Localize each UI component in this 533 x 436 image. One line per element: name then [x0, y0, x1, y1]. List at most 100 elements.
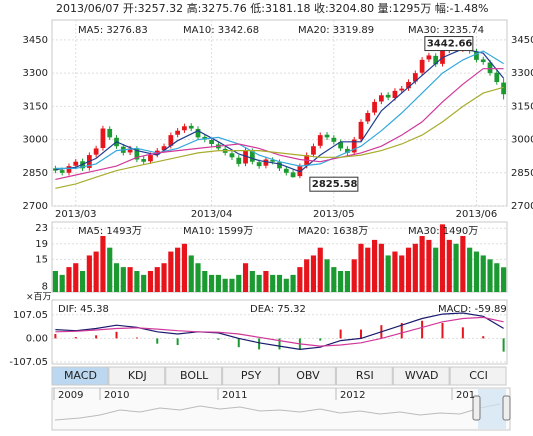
tab[interactable]	[165, 366, 223, 386]
candle-body	[331, 137, 337, 142]
volume-bar	[351, 259, 357, 292]
tab[interactable]	[222, 366, 279, 386]
volume-bar	[79, 271, 86, 292]
overview-window[interactable]	[478, 389, 506, 429]
volume-bar	[304, 259, 310, 292]
candle-body	[66, 166, 72, 173]
volume-bar	[297, 267, 303, 292]
year-label: 201	[456, 390, 475, 401]
candle-body	[236, 157, 242, 164]
series-line	[55, 50, 504, 169]
annotation-box	[424, 36, 474, 52]
candle-body	[494, 72, 500, 82]
macd-bar	[54, 333, 57, 339]
volume-bar	[249, 271, 255, 292]
candle-body	[59, 170, 65, 173]
volume-bar	[487, 259, 493, 292]
macd-bar	[339, 329, 342, 339]
series-line	[55, 312, 504, 351]
volume-bar	[494, 263, 500, 292]
candle-body	[501, 82, 506, 95]
volume-bar	[195, 263, 201, 292]
volume-bar	[338, 271, 344, 292]
tab-label[interactable]: WVAD	[405, 369, 439, 382]
candle-body	[283, 168, 289, 173]
volume-bar	[127, 267, 133, 292]
tab-label[interactable]: BOLL	[180, 369, 209, 382]
volume-bar	[501, 267, 507, 292]
y-tick-label: 3000	[23, 135, 48, 146]
candle-body	[426, 55, 432, 60]
overview-handle-right[interactable]	[502, 395, 511, 421]
macd-bar	[74, 337, 77, 339]
macd-bar	[237, 338, 240, 348]
volume-bar	[66, 267, 72, 292]
candle-body	[378, 95, 384, 102]
legend-entry: MACD: -59.89	[438, 304, 507, 315]
tab[interactable]	[335, 366, 393, 386]
overview-panel	[51, 387, 511, 431]
macd-bar	[461, 327, 464, 339]
legend-entry: MA5: 3276.83	[78, 25, 148, 36]
macd-bar	[135, 337, 138, 339]
candle-body	[188, 125, 194, 129]
y-tick-label: 2850	[23, 168, 48, 179]
tab-label[interactable]: MACD	[64, 369, 97, 382]
volume-bar	[161, 263, 167, 292]
macd-bar	[156, 338, 159, 344]
volume-bar	[392, 251, 398, 292]
volume-bar	[147, 271, 154, 292]
tab[interactable]	[51, 366, 109, 386]
legend-entry: MA10: 1599万	[183, 226, 253, 237]
tab-label[interactable]: CCI	[469, 369, 488, 382]
series-line	[55, 86, 504, 189]
volume-bar	[100, 236, 106, 292]
macd-bar	[176, 338, 179, 346]
candle-body	[195, 128, 201, 138]
tab-label[interactable]: RSI	[356, 369, 374, 382]
volume-bar	[467, 247, 473, 292]
candle-body	[141, 159, 147, 162]
volume-bar	[236, 274, 242, 292]
tab[interactable]	[392, 366, 450, 386]
candle-body	[270, 159, 276, 162]
candle-body	[168, 135, 174, 146]
tab-label[interactable]: PSY	[241, 369, 262, 382]
tab[interactable]	[108, 366, 166, 386]
legend-entry: MA5: 1493万	[78, 226, 142, 237]
candle-body	[412, 73, 418, 82]
overview-handle-left[interactable]	[472, 395, 481, 421]
annotation: 3442.66	[427, 39, 473, 50]
y-tick-label: 23	[35, 223, 48, 234]
candle-body	[277, 162, 282, 169]
candle-body	[73, 161, 79, 166]
y-tick-label: 15	[35, 254, 48, 265]
volume-bar	[433, 247, 439, 292]
y-tick-label-right: 3450	[511, 35, 533, 46]
volume-bar	[446, 239, 452, 292]
year-label: 2011	[222, 390, 247, 401]
overview-line	[54, 403, 501, 421]
volume-bar	[426, 239, 432, 292]
candle-body	[419, 59, 425, 73]
volume-bar	[222, 278, 228, 292]
candle-body	[290, 172, 296, 178]
volume-bar	[317, 247, 323, 292]
tab[interactable]	[449, 366, 507, 386]
candle-body	[317, 135, 323, 146]
macd-bar	[95, 335, 98, 339]
series-line	[55, 48, 505, 173]
volume-bar	[86, 255, 92, 292]
volume-bar	[460, 236, 466, 292]
tab-label[interactable]: OBV	[296, 369, 320, 382]
tab[interactable]	[279, 366, 336, 386]
annotation: 2825.58	[312, 179, 358, 190]
x-tick-label: 2013/06	[456, 209, 498, 220]
macd-bar	[400, 322, 403, 339]
candle-body	[311, 146, 316, 155]
tab-label[interactable]: KDJ	[128, 369, 147, 382]
macd-bar	[502, 338, 505, 352]
volume-bar	[181, 243, 188, 292]
volume-bar	[365, 247, 371, 292]
